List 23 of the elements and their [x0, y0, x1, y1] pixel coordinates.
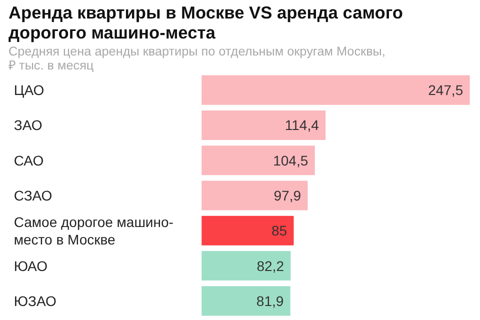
bar [202, 180, 308, 210]
bar [202, 110, 326, 140]
y-tick-label: ЮАО [14, 258, 48, 274]
y-tick-label: ЮЗАО [14, 292, 56, 309]
bar [202, 251, 291, 281]
y-tick-label: Самое дорогое машино-место в Москве [14, 214, 174, 248]
bar [202, 146, 315, 176]
bar [202, 216, 294, 246]
y-tick-label: ЦАО [14, 82, 44, 98]
data-label: 82,2 [256, 258, 284, 274]
data-label: 97,9 [274, 188, 302, 204]
data-label: 85 [271, 222, 288, 239]
data-label: 247,5 [428, 82, 464, 98]
data-label: 81,9 [256, 292, 284, 309]
chart-title: Аренда квартиры в Москве VS аренда самого дорогого машино-места [8, 2, 403, 42]
y-tick-label: САО [14, 152, 44, 168]
data-label: 114,4 [284, 117, 320, 134]
y-tick-label: СЗАО [14, 188, 52, 204]
chart-subtitle: Средняя цена аренды квартиры по отдельным округам Москвы, ₽ тыс. в месяц [8, 44, 386, 72]
data-label: 104,5 [273, 152, 308, 168]
bar [202, 75, 470, 105]
y-tick-label: ЗАО [14, 117, 42, 134]
bar [202, 286, 290, 316]
